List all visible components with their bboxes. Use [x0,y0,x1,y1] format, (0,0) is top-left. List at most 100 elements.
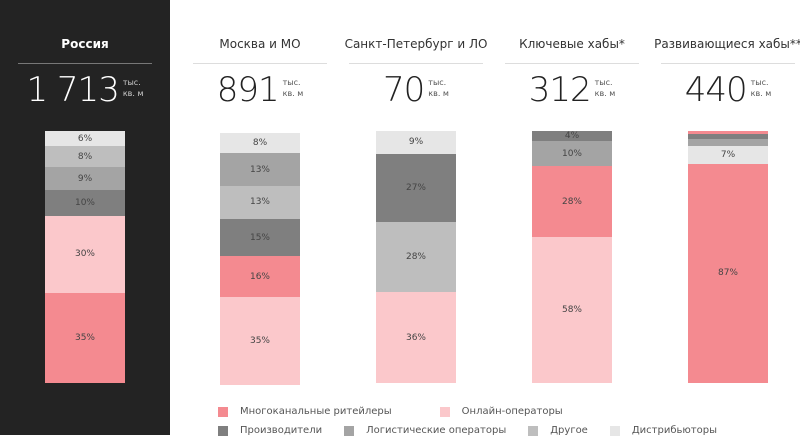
legend-swatch [439,406,450,417]
legend-item-logistics: Логистические операторы [344,425,506,436]
data-label: 58% [561,304,582,315]
unit-line: кв. м [122,89,144,98]
data-label: 9% [77,173,93,184]
data-label: 35% [249,335,270,346]
bar-segment-logistics: 13% [220,153,300,186]
bar-segment-logistics: 9% [45,167,125,191]
bar-segment-logistics: 10% [532,141,612,167]
data-label: 30% [74,249,95,260]
legend-label: Онлайн-операторы [461,406,563,417]
legend: Многоканальные ритейлеры Онлайн-операторы… [218,402,739,440]
total-value: 312 [528,70,592,110]
stacked-bar: 4% 10% 28% 58% [532,131,612,383]
total-unit: тыс. кв. м [751,77,772,99]
bar-segment-multichannel: 16% [220,256,300,297]
unit-line: кв. м [750,89,772,98]
bar-segment-other: 28% [376,221,456,293]
legend-label: Производители [240,425,323,436]
total-value: 440 [684,70,748,110]
bar-segment-producers [688,133,768,139]
total-unit: тыс. кв. м [595,77,616,99]
column-title: Россия [61,37,109,51]
data-label: 87% [717,268,738,279]
legend-item-producers: Производители [218,425,322,436]
legend-label: Многоканальные ритейлеры [240,406,392,417]
bar-segment-other: 13% [220,185,300,219]
stacked-bar: 6% 8% 9% 10% 30% 35% [45,131,125,383]
column-title: Москва и МО [219,37,301,51]
legend-label: Другое [550,425,588,436]
bar-segment-producers: 4% [532,131,612,142]
bar-segment-producers: 10% [45,190,125,216]
data-label: 9% [408,137,424,148]
data-label: 13% [249,164,270,175]
legend-swatch [609,425,620,436]
total-value: 70 [383,70,425,110]
divider [661,63,795,64]
legend-swatch [344,425,355,436]
total-unit: тыс. кв. м [283,77,304,99]
bar-segment-online: 58% [532,236,612,383]
data-label: 8% [252,138,268,149]
data-label: 10% [74,198,95,208]
total-value: 1 713 [26,70,119,110]
total-area: 1 713 тыс. кв. м [0,70,170,110]
stacked-bar: 9% 27% 28% 36% [376,131,456,384]
data-label: 16% [249,271,270,282]
total-area: 440 тыс. кв. м [643,70,800,110]
data-label: 8% [77,151,93,162]
total-unit: тыс. кв. м [123,77,144,99]
data-label: 13% [249,197,270,208]
bar-segment-producers: 15% [220,218,300,257]
divider [505,63,639,64]
legend-item-multichannel: Многоканальные ритейлеры [218,406,392,417]
column-title: Развивающиеся хабы** [654,37,800,51]
legend-swatch [528,425,539,436]
divider [349,63,483,64]
bar-segment-distributors: 8% [220,133,300,154]
total-area: 891 тыс. кв. м [175,70,345,110]
column-title: Ключевые хабы* [519,37,625,51]
data-label: 15% [249,232,270,243]
bar-segment-distributors: 9% [376,131,456,154]
data-label: 6% [77,133,93,144]
legend-label: Логистические операторы [366,425,507,436]
data-label: 35% [74,333,95,343]
data-label: 10% [561,148,582,159]
legend-item-distributors: Дистрибьюторы [609,425,717,436]
unit-line: кв. м [594,89,616,98]
legend-item-other: Другое [528,425,588,436]
bar-segment-distributors: 7% [688,146,768,164]
data-label: 28% [561,196,582,207]
bar-segment-online: 36% [376,292,456,384]
stacked-bar: 8% 13% 13% 15% 16% 35% [220,133,300,385]
bar-segment-producers: 27% [376,153,456,222]
column-title: Санкт-Петербург и ЛО [344,37,488,51]
legend-label: Дистрибьюторы [631,425,717,436]
divider [193,63,327,64]
unit-line: тыс. [594,78,613,87]
unit-line: кв. м [428,89,449,98]
legend-swatch [218,425,228,436]
data-label: 7% [720,149,736,160]
bar-segment-other: 8% [45,146,125,167]
legend-row: Производители Логистические операторы Друг… [218,421,739,440]
bar-segment-logistics [688,138,768,147]
unit-line: тыс. [428,78,447,87]
bar-segment-distributors: 6% [45,131,125,147]
bar-segment-multichannel [688,131,768,134]
bar-segment-online: 35% [220,296,300,385]
total-unit: тыс. кв. м [428,77,449,99]
divider [18,63,152,64]
data-label: 27% [405,182,426,193]
legend-row: Многоканальные ритейлеры Онлайн-операторы [218,402,739,421]
bar-segment-online: 30% [45,215,125,293]
stacked-bar: 7% 87% [688,131,768,383]
unit-line: тыс. [282,78,301,87]
unit-line: тыс. [750,78,769,87]
unit-line: кв. м [282,89,304,98]
bar-segment-multichannel: 35% [45,293,125,383]
bar-segment-multichannel: 87% [688,163,768,383]
legend-swatch [218,406,228,417]
data-label: 28% [405,252,426,263]
